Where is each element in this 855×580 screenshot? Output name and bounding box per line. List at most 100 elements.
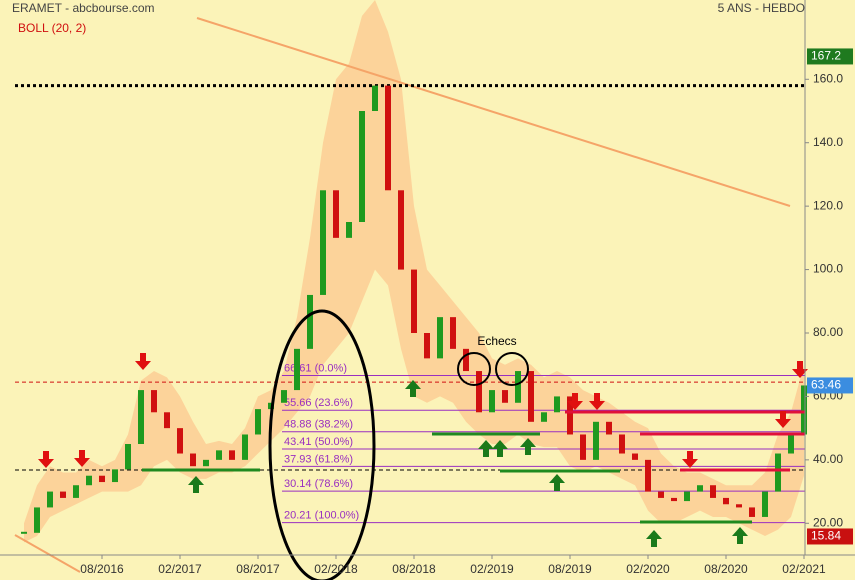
fib-label: 37.93 (61.8%) <box>284 453 353 465</box>
price-marker-box <box>807 528 853 545</box>
x-tick-label: 02/2021 <box>782 562 826 576</box>
sell-arrow <box>567 393 583 410</box>
candle <box>99 475 105 483</box>
sell-arrow <box>682 451 698 468</box>
trend-line <box>196 17 791 207</box>
candle <box>775 453 781 492</box>
candle <box>151 390 157 413</box>
chart-subtitle: 5 ANS - HEBDO <box>718 1 805 15</box>
fib-label: 66.61 (0.0%) <box>284 362 347 374</box>
candle <box>138 390 144 444</box>
fib-label: 55.66 (23.6%) <box>284 397 353 409</box>
sell-arrow <box>135 353 151 370</box>
y-tick-label: 40.00 <box>813 452 843 466</box>
y-tick-label: 80.00 <box>813 325 843 339</box>
candle <box>476 371 482 413</box>
candle <box>47 491 53 508</box>
candle <box>697 485 703 492</box>
candle <box>385 85 391 191</box>
candle <box>372 85 378 111</box>
candle <box>710 485 716 498</box>
candle <box>515 371 521 403</box>
sell-arrow <box>74 450 90 467</box>
buy-arrow <box>646 530 662 547</box>
candle <box>723 497 729 505</box>
arrows <box>38 353 808 547</box>
candle <box>60 491 66 498</box>
candle <box>333 190 339 238</box>
buy-arrow <box>478 440 494 457</box>
x-tick-label: 08/2020 <box>704 562 748 576</box>
annotation: Echecs <box>477 334 516 348</box>
candle <box>749 507 755 517</box>
fib-label: 48.88 (38.2%) <box>284 419 353 431</box>
candle <box>450 317 456 349</box>
support-lines <box>142 410 805 524</box>
candle <box>190 453 196 467</box>
candle <box>398 190 404 270</box>
y-tick-label: 120.0 <box>813 198 843 212</box>
buy-arrow <box>405 380 421 397</box>
candle <box>34 507 40 533</box>
y-tick-label: 140.0 <box>813 135 843 149</box>
y-tick-label: 100.0 <box>813 262 843 276</box>
fib-label: 20.21 (100.0%) <box>284 510 359 522</box>
candle <box>346 222 352 238</box>
candle <box>229 450 235 460</box>
candle <box>112 469 118 483</box>
candle <box>164 412 170 429</box>
candle <box>216 450 222 460</box>
candle <box>567 396 573 435</box>
sell-arrow <box>589 393 605 410</box>
candle <box>606 421 612 435</box>
price-marker-label: 15.84 <box>811 529 841 543</box>
candle <box>593 421 599 460</box>
candle <box>788 434 794 454</box>
candle <box>489 390 495 413</box>
y-tick-label: 20.00 <box>813 515 843 529</box>
y-tick-label: 160.0 <box>813 71 843 85</box>
x-tick-label: 02/2017 <box>158 562 202 576</box>
candle <box>528 371 534 422</box>
candle <box>580 434 586 460</box>
indicator-label: BOLL (20, 2) <box>18 21 86 35</box>
x-tick-label: 08/2018 <box>392 562 436 576</box>
candle <box>502 390 508 403</box>
candle <box>320 190 326 295</box>
highlight-ellipse <box>268 309 376 580</box>
candle <box>645 459 651 492</box>
sell-arrow <box>792 361 808 378</box>
buy-arrow <box>732 527 748 544</box>
x-tick-label: 02/2020 <box>626 562 670 576</box>
candle <box>619 434 625 454</box>
candle <box>73 485 79 498</box>
price-marker-box <box>807 377 853 394</box>
candle <box>21 531 27 534</box>
trend-line <box>14 534 81 573</box>
x-tick-label: 02/2018 <box>314 562 358 576</box>
candle <box>281 390 287 403</box>
buy-arrow <box>549 474 565 491</box>
candle <box>307 294 313 349</box>
x-tick-label: 08/2017 <box>236 562 280 576</box>
x-tick-label: 08/2019 <box>548 562 592 576</box>
candle <box>736 504 742 508</box>
candle <box>203 459 209 467</box>
candle <box>658 491 664 498</box>
candle <box>242 434 248 460</box>
plot-layer: 66.61 (0.0%) 55.66 (23.6%) 48.88 (38.2%) 43… <box>15 84 807 534</box>
candle <box>632 453 638 460</box>
candle <box>762 491 768 517</box>
candle <box>671 497 677 502</box>
candle <box>463 348 469 372</box>
sell-arrow <box>775 411 791 428</box>
candle <box>177 428 183 454</box>
buy-arrow <box>188 476 204 493</box>
price-marker-label: 167.2 <box>811 49 841 63</box>
candle <box>294 348 300 391</box>
buy-arrow <box>492 440 508 457</box>
fib-label: 30.14 (78.6%) <box>284 478 353 490</box>
x-tick-label: 08/2016 <box>80 562 124 576</box>
